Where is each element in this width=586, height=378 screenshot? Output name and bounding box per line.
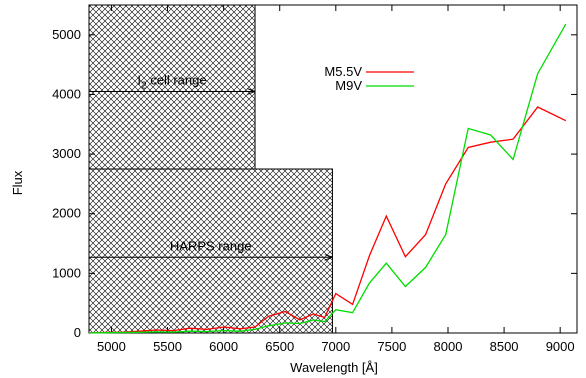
- y-axis-ticks: 0 1000 2000 3000 4000 5000: [52, 27, 577, 340]
- y-tick-label: 5000: [52, 27, 81, 42]
- x-tick-label: 7000: [321, 339, 350, 354]
- x-tick-label: 9000: [546, 339, 575, 354]
- range-label-0: I2 cell range: [137, 72, 206, 91]
- range-label-1: HARPS range: [170, 238, 252, 253]
- legend-label: M9V: [335, 78, 362, 93]
- range-region-1: [88, 168, 333, 334]
- series-lines: [88, 23, 567, 334]
- legend-label: M5.5V: [324, 64, 362, 79]
- y-tick-label: 2000: [52, 206, 81, 221]
- series-line-m9v: [88, 23, 567, 334]
- x-tick-label: 6500: [265, 339, 294, 354]
- x-tick-label: 7500: [377, 339, 406, 354]
- series-line-m5-5v: [88, 106, 567, 334]
- range-region-0: [88, 4, 256, 170]
- y-tick-label: 1000: [52, 265, 81, 280]
- range-regions: [88, 4, 333, 334]
- y-tick-label: 4000: [52, 86, 81, 101]
- plot-frame: [88, 4, 578, 334]
- y-tick-label: 0: [74, 325, 81, 340]
- x-tick-label: 5000: [97, 339, 126, 354]
- x-axis-label: Wavelength [Å]: [290, 360, 378, 375]
- y-axis-label: Flux: [10, 170, 25, 195]
- x-tick-label: 6000: [209, 339, 238, 354]
- y-tick-label: 3000: [52, 146, 81, 161]
- x-tick-label: 5500: [153, 339, 182, 354]
- x-tick-label: 8500: [490, 339, 519, 354]
- x-axis-ticks: 5000 5500 6000 6500 7000 7500 8000 8500 9000: [97, 5, 575, 354]
- x-tick-label: 8000: [434, 339, 463, 354]
- range-annotations: I2 cell range HARPS range: [89, 72, 333, 257]
